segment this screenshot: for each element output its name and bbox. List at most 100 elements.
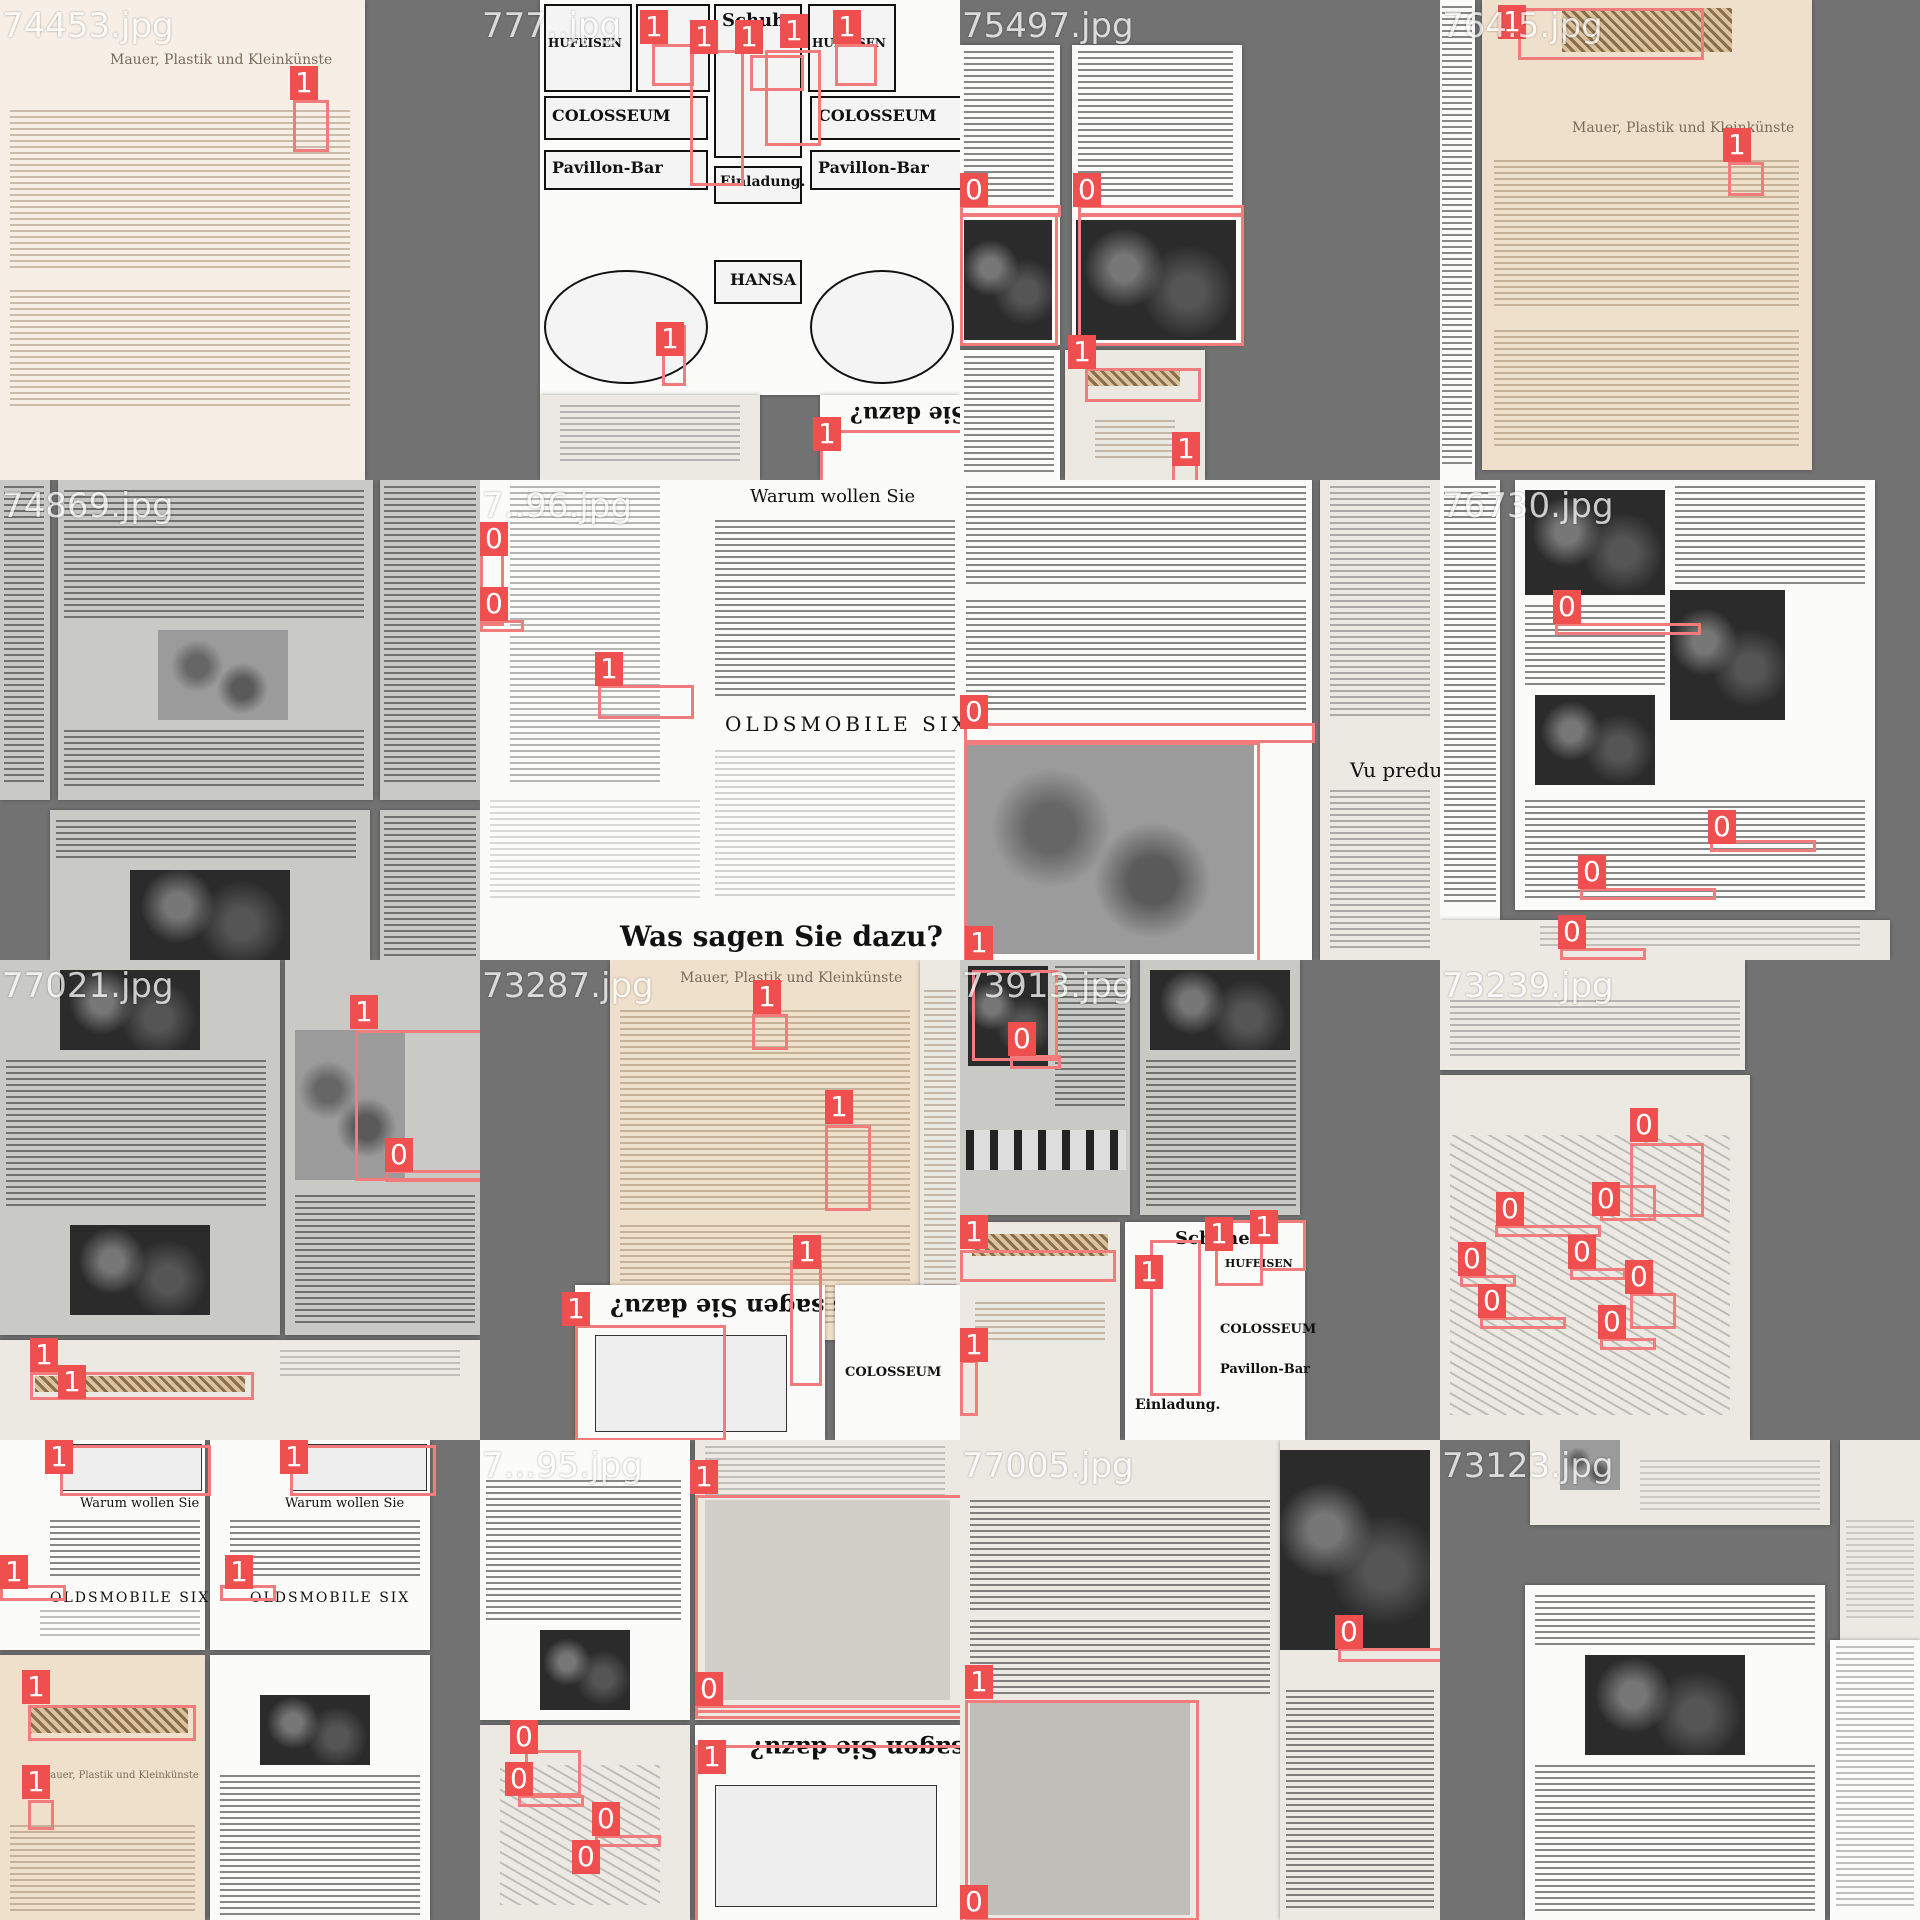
text-block — [1535, 1765, 1815, 1915]
page — [0, 1340, 480, 1440]
bbox-label: 1 — [698, 1740, 726, 1774]
tile-77005: 1 0 0 77005.jpg — [960, 1440, 1440, 1920]
bbox-label: 1 — [690, 20, 718, 54]
bbox-label: 0 — [480, 587, 508, 621]
text-block — [1330, 790, 1430, 950]
bbox-label: 1 — [280, 1440, 308, 1474]
illustration — [715, 1785, 937, 1907]
tile-filename: 73913.jpg — [962, 966, 1134, 1006]
bbox-label: 1 — [595, 652, 623, 686]
tile-filename: 73239.jpg — [1442, 966, 1614, 1006]
text-block — [4, 486, 44, 786]
ad-block: Pavillon-Bar — [810, 150, 960, 190]
text-block — [1055, 966, 1125, 1106]
ad-title: Vu predu! — [1350, 758, 1440, 782]
bbox-label: 0 — [960, 173, 988, 207]
photo — [540, 1630, 630, 1710]
photo — [260, 1695, 370, 1765]
bbox-label: 0 — [1630, 1108, 1658, 1142]
bbox-label: 1 — [656, 322, 684, 356]
text-block — [220, 1775, 420, 1915]
page-heading: Mauer, Plastik und Kleinkünste — [1572, 120, 1795, 136]
bbox — [964, 742, 1260, 960]
bbox — [960, 1250, 1116, 1282]
bbox — [1078, 213, 1244, 346]
bbox — [355, 1030, 480, 1181]
bbox-label: 0 — [1478, 1284, 1506, 1318]
tile-filename: 764.5.jpg — [1442, 6, 1603, 46]
bbox-label: 1 — [960, 1215, 988, 1249]
text-block — [966, 486, 1306, 586]
page — [1440, 1075, 1750, 1440]
bbox-label: 0 — [1073, 173, 1101, 207]
bbox-label: 0 — [505, 1762, 533, 1796]
bbox — [1085, 368, 1201, 402]
ornament — [35, 1376, 245, 1392]
text-block — [924, 990, 956, 1330]
bbox-label: 0 — [480, 522, 508, 556]
bbox-label: 1 — [58, 1365, 86, 1399]
page — [380, 480, 480, 800]
bbox — [28, 1800, 54, 1830]
text-block — [1095, 420, 1175, 460]
tile-filename: 75497.jpg — [962, 6, 1134, 46]
bbox — [385, 1170, 480, 1182]
text-block — [975, 1302, 1105, 1342]
bbox — [964, 723, 1315, 743]
bbox — [1710, 840, 1816, 852]
page — [1440, 0, 1475, 480]
ad-emblem — [810, 270, 954, 384]
page — [0, 960, 280, 1335]
text-block — [280, 1350, 460, 1380]
bbox-label: 0 — [510, 1720, 538, 1754]
bbox — [480, 620, 524, 632]
bbox — [965, 1700, 1199, 1920]
page-heading: Mauer, Plastik und Kleinkünste — [110, 52, 333, 68]
ad-block: COLOSSEUM — [544, 96, 708, 140]
ornament — [28, 1705, 188, 1733]
photo — [1585, 1655, 1745, 1755]
page — [960, 1440, 1280, 1920]
bbox-label: 1 — [780, 14, 808, 48]
bbox — [765, 50, 821, 146]
bbox-label: 0 — [1335, 1615, 1363, 1649]
page — [210, 1655, 430, 1920]
bbox — [1495, 1225, 1601, 1237]
bbox-label: 1 — [350, 995, 378, 1029]
page — [1830, 1640, 1920, 1920]
text-block — [1540, 926, 1860, 950]
bbox-label: 1 — [562, 1292, 590, 1326]
tile-796: Warum wollen Sie OLDSMOBILE SIX Was sage… — [480, 480, 960, 960]
bbox — [28, 1705, 196, 1741]
bbox — [1260, 1220, 1306, 1271]
bbox — [518, 1795, 584, 1807]
photo — [158, 630, 288, 720]
text-block — [970, 1500, 1270, 1610]
bbox — [293, 100, 329, 152]
tile-74453: Mauer, Plastik und Kleinkünste 1 74453.j… — [0, 0, 480, 480]
page — [1530, 1440, 1830, 1525]
bbox-label: 0 — [1458, 1242, 1486, 1276]
bbox-label: 0 — [960, 1885, 988, 1919]
text-block — [384, 486, 476, 786]
bbox-label: 0 — [960, 695, 988, 729]
ad-title: Was sagen Sie dazu? — [620, 920, 943, 953]
bbox-label: 1 — [22, 1765, 50, 1799]
page — [1140, 960, 1300, 1215]
tile-777: HUFEISEN Schuhe HUFEISEN COLOSSEUM COLOS… — [480, 0, 960, 480]
bbox — [960, 213, 1058, 346]
page — [1525, 1585, 1825, 1920]
page: Was sagen Sie dazu? — [820, 395, 960, 480]
text-block — [486, 1480, 681, 1620]
text-block — [1444, 486, 1496, 906]
bbox — [1338, 1648, 1440, 1662]
bbox — [1600, 1338, 1656, 1350]
tile-filename: 77005.jpg — [962, 1446, 1134, 1486]
bbox — [1480, 1317, 1566, 1329]
bbox-label: 1 — [1135, 1255, 1163, 1289]
bbox-label: 1 — [690, 1460, 718, 1494]
text-block — [705, 1446, 945, 1496]
text-block — [1494, 330, 1799, 450]
page: Warum wollen Sie OLDSMOBILE SIX Was sage… — [480, 480, 960, 960]
